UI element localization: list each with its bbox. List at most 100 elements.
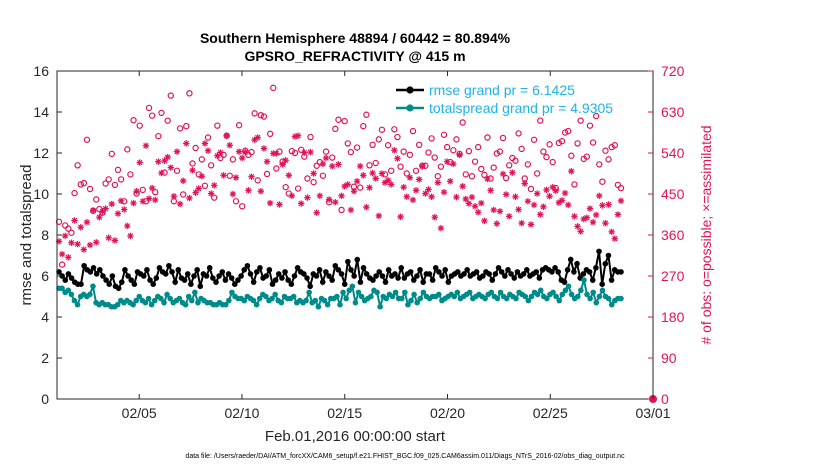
series-point-totalspread: [482, 295, 488, 302]
obs-possible-point: [341, 117, 348, 125]
series-point-totalspread: [556, 297, 563, 304]
series-point-totalspread: [263, 293, 269, 300]
obs-assimilated-point: [148, 184, 156, 192]
series-point-rmse: [351, 273, 357, 279]
series-point-totalspread: [587, 295, 593, 302]
series-point-rmse: [282, 269, 288, 275]
obs-assimilated-point: [114, 210, 122, 217]
series-point-rmse: [153, 275, 160, 281]
obs-assimilated-point: [499, 170, 507, 178]
series-point-rmse: [222, 277, 229, 283]
series-point-totalspread: [550, 289, 556, 296]
y-tick-label: 10: [33, 186, 49, 202]
obs-possible-point: [462, 171, 469, 178]
series-point-totalspread: [562, 287, 569, 294]
series-point-totalspread: [241, 297, 248, 304]
obs-assimilated-point: [71, 217, 78, 224]
series-point-rmse: [442, 267, 448, 273]
obs-possible-point: [478, 165, 485, 173]
obs-assimilated-point: [338, 192, 345, 200]
obs-assimilated-point: [93, 239, 100, 246]
obs-assimilated-point: [238, 154, 246, 162]
obs-possible-point: [55, 218, 63, 225]
obs-assimilated-point: [167, 164, 174, 171]
series-point-rmse: [140, 273, 147, 279]
obs-assimilated-point: [266, 199, 274, 207]
obs-assimilated-point: [571, 213, 578, 220]
series-point-rmse: [78, 281, 84, 288]
y-right-tick-label: 180: [661, 309, 685, 325]
obs-assimilated-point: [176, 200, 184, 208]
series-point-totalspread: [312, 297, 319, 304]
series-point-rmse: [511, 275, 518, 281]
obs-possible-point: [369, 141, 376, 148]
series-point-rmse: [426, 271, 433, 277]
obs-assimilated-point: [456, 151, 463, 159]
obs-assimilated-point: [322, 154, 330, 162]
obs-possible-point: [440, 131, 448, 138]
obs-assimilated-point: [568, 168, 575, 175]
series-point-totalspread: [584, 291, 590, 298]
obs-assimilated-point: [152, 196, 159, 204]
obs-assimilated-point: [155, 158, 162, 165]
obs-possible-point: [183, 122, 190, 130]
series-point-totalspread: [176, 295, 183, 302]
series-point-rmse: [288, 281, 295, 288]
obs-possible-point: [400, 148, 407, 155]
series-point-totalspread: [398, 295, 405, 302]
obs-possible-point: [450, 147, 457, 154]
obs-assimilated-point: [316, 192, 324, 200]
series-point-totalspread: [377, 303, 383, 310]
series-point-totalspread: [605, 295, 612, 302]
obs-assimilated-point: [192, 189, 199, 196]
series-point-totalspread: [182, 301, 189, 308]
obs-possible-point: [502, 174, 510, 182]
series-point-totalspread: [290, 293, 297, 300]
obs-possible-point: [530, 136, 538, 143]
obs-assimilated-point: [437, 224, 445, 232]
obs-possible-point: [260, 113, 268, 120]
obs-possible-point: [356, 184, 364, 191]
series-point-rmse: [100, 273, 106, 279]
obs-possible-point: [353, 144, 361, 151]
obs-assimilated-point: [614, 211, 622, 218]
series-point-totalspread: [151, 297, 158, 304]
obs-assimilated-point: [276, 201, 283, 208]
obs-assimilated-point: [478, 199, 485, 207]
series-point-totalspread: [618, 295, 624, 302]
obs-assimilated-point: [248, 173, 255, 180]
legend-rmse-label: rmse grand pr = 6.1425: [429, 82, 575, 98]
obs-assimilated-point: [350, 188, 358, 195]
obs-assimilated-point: [527, 221, 535, 228]
obs-assimilated-point: [65, 254, 72, 261]
obs-assimilated-point: [481, 217, 488, 225]
y-right-tick-label: 450: [661, 186, 685, 202]
series-point-totalspread: [417, 295, 424, 302]
obs-assimilated-point: [201, 140, 209, 147]
obs-possible-point: [229, 156, 237, 163]
series-point-totalspread: [340, 289, 346, 296]
obs-possible-point: [524, 161, 532, 168]
obs-assimilated-point: [412, 187, 420, 194]
obs-possible-point: [391, 126, 398, 133]
series-point-totalspread: [59, 285, 65, 292]
series-point-rmse: [495, 265, 502, 271]
obs-possible-point: [403, 170, 410, 177]
series-point-rmse: [429, 277, 436, 283]
obs-assimilated-point: [220, 172, 227, 179]
obs-assimilated-point: [189, 167, 196, 174]
obs-possible-point: [512, 157, 519, 164]
obs-assimilated-point: [102, 205, 109, 212]
obs-possible-point: [71, 189, 78, 197]
series-point-rmse: [181, 277, 188, 283]
obs-possible-point: [496, 148, 504, 155]
series-point-rmse: [385, 267, 392, 273]
series-point-totalspread: [355, 289, 362, 296]
series-point-rmse: [395, 275, 401, 281]
obs-assimilated-point: [254, 134, 261, 141]
series-point-rmse: [602, 260, 609, 267]
series-point-rmse: [232, 281, 238, 288]
series-point-rmse: [257, 265, 263, 271]
obs-assimilated-point: [471, 203, 479, 210]
series-point-rmse: [480, 273, 486, 279]
